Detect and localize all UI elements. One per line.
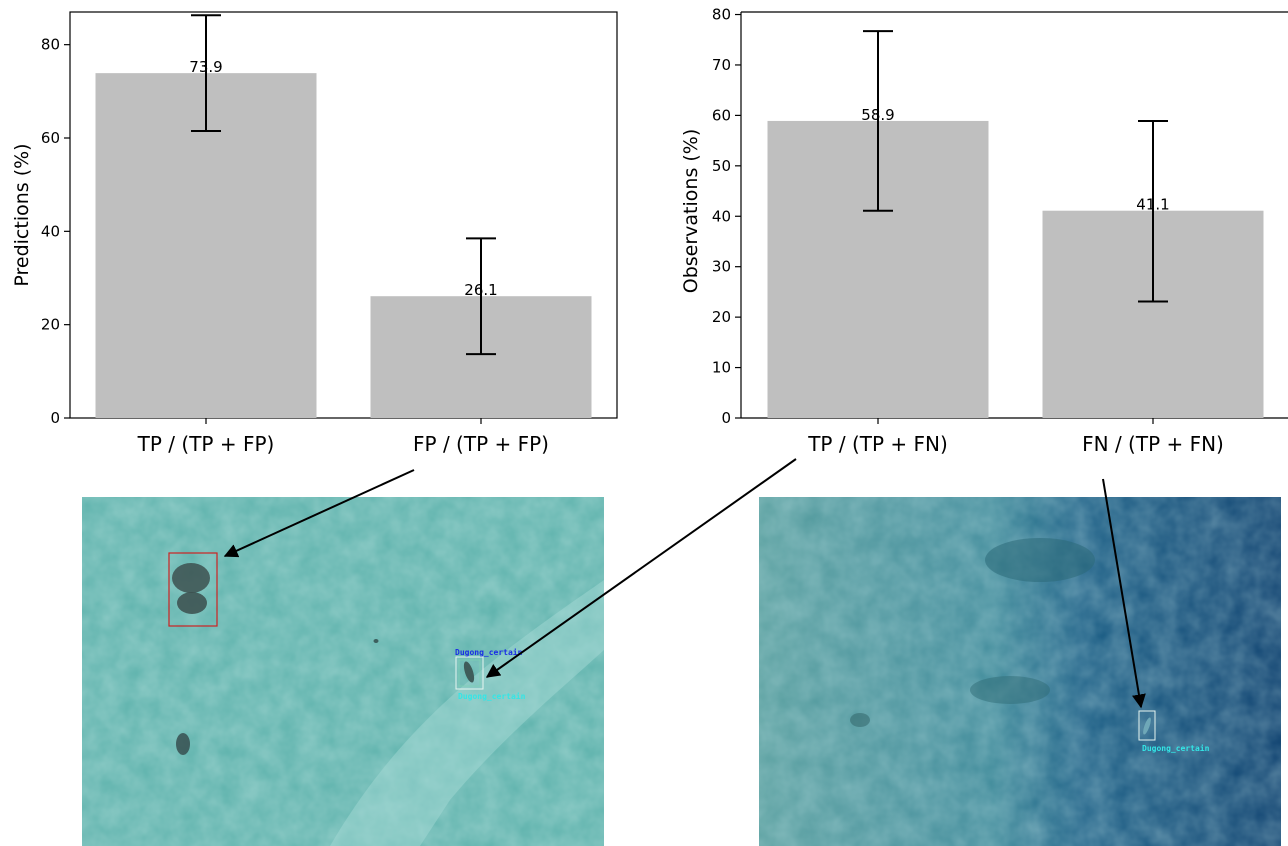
y-tick-label: 80 xyxy=(712,6,731,24)
y-tick-label: 70 xyxy=(712,56,731,74)
data-labels: 58.9 41.1 xyxy=(861,106,1169,214)
true-positive-detection: Dugong_certain Dugong_certain xyxy=(455,647,526,701)
label-annotation: Dugong_certain xyxy=(1142,743,1210,753)
bars xyxy=(767,120,1264,418)
y-tick-label: 30 xyxy=(712,258,731,276)
fn-bounding-box xyxy=(1138,710,1156,741)
y-axis-title: Observations (%) xyxy=(680,129,702,294)
category-labels: TP / (TP + FP) FP / (TP + FP) xyxy=(137,418,549,456)
false-positive-detection xyxy=(168,552,218,627)
foam-band xyxy=(330,580,604,846)
right-aerial-photo: Dugong_certain xyxy=(759,497,1281,846)
predictions-chart: 0 20 40 60 80 73.9 26.1 TP / (TP + FP) FP / (T… xyxy=(11,11,618,456)
y-tick-label: 60 xyxy=(41,129,60,147)
y-tick-label: 0 xyxy=(721,409,731,427)
x-category-label: TP / (TP + FN) xyxy=(807,432,948,456)
y-axis-ticks: 0 20 40 60 80 xyxy=(41,36,70,427)
y-axis-title: Predictions (%) xyxy=(11,143,33,286)
false-negative-observation: Dugong_certain xyxy=(1138,710,1210,753)
reef-patch xyxy=(970,676,1050,704)
y-tick-label: 80 xyxy=(41,36,60,54)
y-tick-label: 50 xyxy=(712,157,731,175)
tp-bounding-box xyxy=(455,656,484,690)
plot-frame xyxy=(69,11,618,419)
y-tick-label: 0 xyxy=(50,409,60,427)
y-tick-label: 60 xyxy=(712,106,731,124)
x-category-label: FP / (TP + FP) xyxy=(413,432,549,456)
annotation-arrows xyxy=(223,458,1146,709)
bar-value-label: 58.9 xyxy=(861,106,894,124)
tp-bounding-box xyxy=(458,659,481,687)
label-annotation: Dugong_certain xyxy=(458,691,526,701)
reef-patch xyxy=(850,713,870,727)
y-tick-label: 40 xyxy=(41,222,60,240)
bars xyxy=(95,73,592,418)
dark-rock xyxy=(177,592,207,614)
y-tick-label: 40 xyxy=(712,207,731,225)
dugong xyxy=(1143,717,1151,735)
dark-rock xyxy=(172,563,210,593)
left-aerial-photo: Dugong_certain Dugong_certain xyxy=(82,497,604,846)
reef-patch xyxy=(985,538,1095,582)
y-tick-label: 20 xyxy=(712,308,731,326)
fp-bounding-box xyxy=(168,552,218,627)
bar-value-label: 73.9 xyxy=(189,58,222,76)
y-tick-label: 10 xyxy=(712,359,731,377)
dark-spot xyxy=(373,639,379,643)
arrow-fn-to-photo xyxy=(1102,478,1146,709)
arrow-tp-to-photo xyxy=(485,458,797,678)
bar-value-label: 41.1 xyxy=(1136,196,1169,214)
dark-object xyxy=(176,733,190,755)
x-category-label: FN / (TP + FN) xyxy=(1082,432,1224,456)
dugong xyxy=(463,661,475,683)
error-bars xyxy=(863,30,1168,303)
data-labels: 73.9 26.1 xyxy=(189,58,497,299)
error-bars xyxy=(191,14,496,356)
observations-chart: 0 10 20 30 40 50 60 70 80 58.9 41.1 TP / (TP + FN… xyxy=(680,6,1288,456)
y-tick-label: 20 xyxy=(41,316,60,334)
category-labels: TP / (TP + FN) FN / (TP + FN) xyxy=(807,418,1224,456)
arrow-fp-to-photo xyxy=(223,469,415,558)
y-axis-ticks: 0 10 20 30 40 50 60 70 80 xyxy=(712,6,741,427)
x-category-label: TP / (TP + FP) xyxy=(137,432,275,456)
label-annotation: Dugong_certain xyxy=(455,647,523,657)
bar-value-label: 26.1 xyxy=(464,281,497,299)
